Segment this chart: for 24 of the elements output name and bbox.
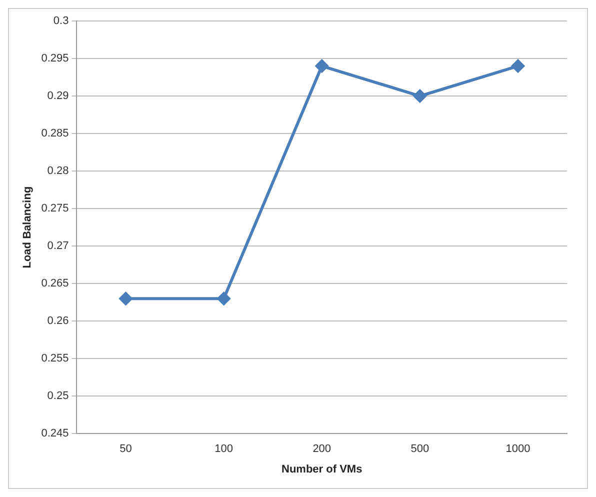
y-tick-label: 0.285 — [41, 128, 69, 140]
y-tick-label: 0.255 — [41, 352, 69, 365]
y-tick-label: 0.245 — [41, 428, 69, 440]
y-axis-title: Load Balancing — [22, 186, 34, 268]
y-tick-label: 0.295 — [41, 52, 69, 65]
x-axis-title: Number of VMs — [282, 463, 362, 476]
y-tick-label: 0.3 — [53, 15, 69, 28]
x-tick-label: 50 — [120, 443, 132, 456]
point — [511, 60, 524, 73]
x-tick-label: 100 — [214, 443, 233, 456]
y-tick-label: 0.28 — [47, 165, 69, 178]
point — [119, 292, 132, 306]
point — [217, 292, 230, 306]
y-tick-label: 0.275 — [41, 202, 69, 215]
y-tick-label: 0.25 — [47, 390, 69, 402]
point — [413, 90, 426, 103]
y-tick-label: 0.26 — [47, 315, 69, 328]
point — [315, 60, 328, 73]
y-tick-label: 0.265 — [41, 278, 69, 290]
x-tick-label: 200 — [312, 443, 332, 456]
y-tick-label: 0.27 — [47, 240, 69, 252]
x-tick-label: 500 — [410, 443, 430, 456]
x-tick-label: 1000 — [506, 443, 530, 456]
y-tick-label: 0.29 — [47, 90, 69, 102]
